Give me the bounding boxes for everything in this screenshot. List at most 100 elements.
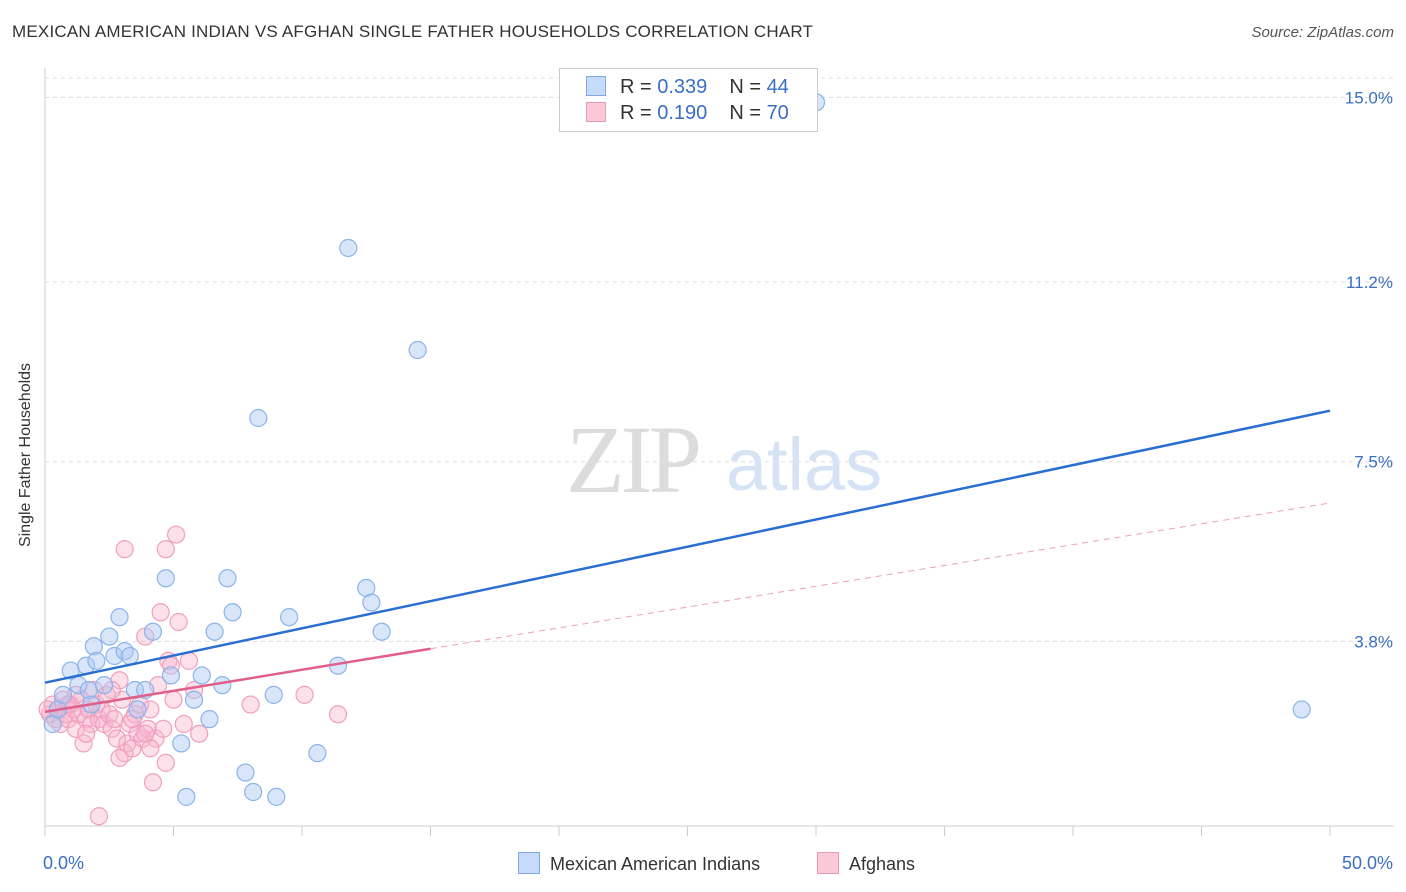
bottom-legend-swatch-pink [817, 852, 839, 874]
blue-data-point [339, 238, 358, 258]
tick-labels: 3.8% 7.5% 11.2% 15.0% 0.0% 50.0% [43, 88, 1393, 873]
gridlines [45, 77, 1394, 642]
pink-data-point [154, 719, 173, 738]
chart-title: MEXICAN AMERICAN INDIAN VS AFGHAN SINGLE… [12, 22, 814, 41]
afghans-points [38, 525, 348, 826]
legend-row-blue: R = 0.339 N = 44 [586, 76, 789, 99]
pink-data-point [77, 724, 96, 743]
blue-data-point [115, 642, 134, 661]
pink-data-point [151, 603, 170, 622]
blue-data-point [308, 744, 327, 763]
blue-data-point [143, 622, 163, 641]
watermark-atlas: atlas [726, 423, 882, 506]
blue-data-point [264, 685, 283, 704]
blue-data-point [172, 734, 191, 753]
blue-data-point [249, 408, 268, 428]
pink-data-point [107, 729, 127, 748]
blue-data-point [280, 608, 299, 627]
legend-blue-r-label: R = [620, 76, 658, 98]
x-tick-label-max: 50.0% [1342, 853, 1393, 873]
pink-data-point [179, 651, 199, 670]
blue-data-point [105, 646, 124, 666]
pink-data-point [190, 724, 209, 743]
source-credit: Source: ZipAtlas.com [1251, 24, 1394, 41]
pink-data-point [156, 540, 175, 559]
blue-data-point [100, 627, 119, 646]
pink-data-point [143, 773, 163, 792]
pink-data-point [164, 690, 183, 709]
y-tick-label: 11.2% [1346, 273, 1393, 292]
legend-swatch-pink [586, 102, 606, 122]
mexican-american-indians-points [43, 93, 1311, 806]
y-tick-label: 15.0% [1345, 88, 1393, 107]
pink-data-point [328, 705, 348, 724]
legend-blue-r-value: 0.339 [657, 76, 708, 98]
blue-data-point [244, 782, 263, 802]
axes [44, 68, 1394, 836]
blue-data-point [408, 340, 427, 360]
blue-data-point [125, 680, 145, 700]
pink-trend-line [44, 647, 431, 714]
pink-data-point [123, 710, 142, 729]
blue-data-point [236, 763, 255, 782]
pink-data-point [156, 753, 175, 772]
pink-data-point [141, 700, 160, 719]
pink-data-point [138, 719, 157, 738]
blue-data-point [177, 787, 196, 806]
legend-pink-n-value: 70 [766, 102, 789, 124]
pink-trend-extension [430, 502, 1331, 650]
blue-data-point [372, 622, 391, 641]
pink-data-point [174, 714, 193, 734]
blue-data-point [84, 637, 103, 656]
blue-data-point [87, 651, 106, 670]
blue-data-point [184, 690, 204, 709]
legend-blue-n-label: N = [729, 76, 767, 98]
pink-data-point [146, 729, 165, 748]
blue-data-point [161, 666, 181, 685]
pink-data-point [169, 612, 188, 632]
correlation-legend: R = 0.339 N = 44 R = 0.190 N = 70 [559, 68, 818, 132]
legend-pink-n-label: N = [729, 102, 767, 124]
blue-data-point [156, 569, 175, 588]
legend-pink-r-value: 0.190 [657, 102, 708, 124]
pink-data-point [241, 695, 260, 714]
pink-data-point [295, 685, 314, 704]
y-tick-label: 7.5% [1354, 453, 1393, 472]
pink-data-point [120, 714, 139, 734]
pink-data-point [105, 710, 124, 729]
blue-data-point [95, 676, 114, 695]
blue-data-point [218, 569, 237, 588]
pink-data-point [133, 729, 152, 748]
bottom-legend-pink: Afghans [817, 852, 915, 875]
pink-data-point [141, 739, 160, 758]
bottom-legend-blue-label: Mexican American Indians [550, 854, 761, 874]
blue-data-point [120, 646, 139, 666]
blue-data-point [213, 676, 232, 695]
legend-row-pink: R = 0.190 N = 70 [586, 102, 789, 125]
watermark-zip: ZIP [566, 406, 699, 513]
x-tick-label-min: 0.0% [43, 853, 84, 873]
y-axis-label: Single Father Households [17, 362, 34, 548]
blue-data-point [53, 685, 73, 704]
legend-blue-n-value: 44 [766, 76, 789, 98]
pink-data-point [89, 807, 109, 826]
bottom-legend-blue: Mexican American Indians [518, 852, 760, 875]
trend-lines [44, 409, 1331, 714]
legend-pink-r-label: R = [620, 102, 658, 124]
blue-data-point [1292, 700, 1311, 719]
blue-trend-line [44, 409, 1331, 684]
pink-data-point [115, 540, 134, 559]
bottom-legend-swatch-blue [518, 852, 540, 874]
blue-data-point [362, 593, 381, 612]
bottom-legend-pink-label: Afghans [849, 854, 916, 874]
blue-data-point [205, 622, 224, 641]
blue-data-point [192, 666, 211, 685]
pink-data-point [100, 705, 119, 724]
blue-data-point [128, 700, 147, 719]
blue-data-point [223, 603, 242, 622]
y-tick-label: 3.8% [1354, 632, 1393, 651]
blue-data-point [200, 710, 219, 729]
pink-data-point [166, 525, 186, 544]
blue-data-point [110, 608, 129, 627]
